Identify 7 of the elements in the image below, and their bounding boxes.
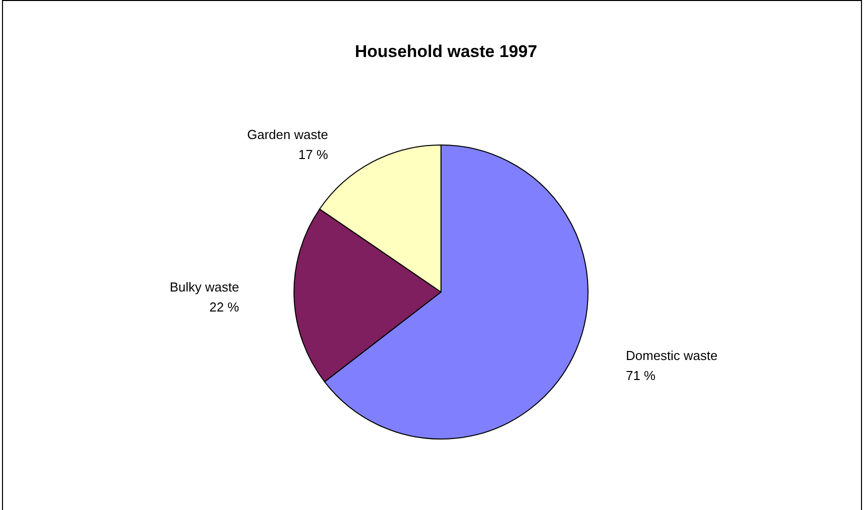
chart-title: Household waste 1997 (354, 42, 538, 61)
data-label: 71 % (626, 368, 656, 384)
data-label: 17 % (298, 146, 328, 162)
slice-label: Domestic waste (626, 348, 718, 364)
data-label: 22 % (209, 299, 240, 314)
slice-label: Bulky waste (170, 279, 240, 294)
slice-label: Garden waste (247, 126, 328, 142)
